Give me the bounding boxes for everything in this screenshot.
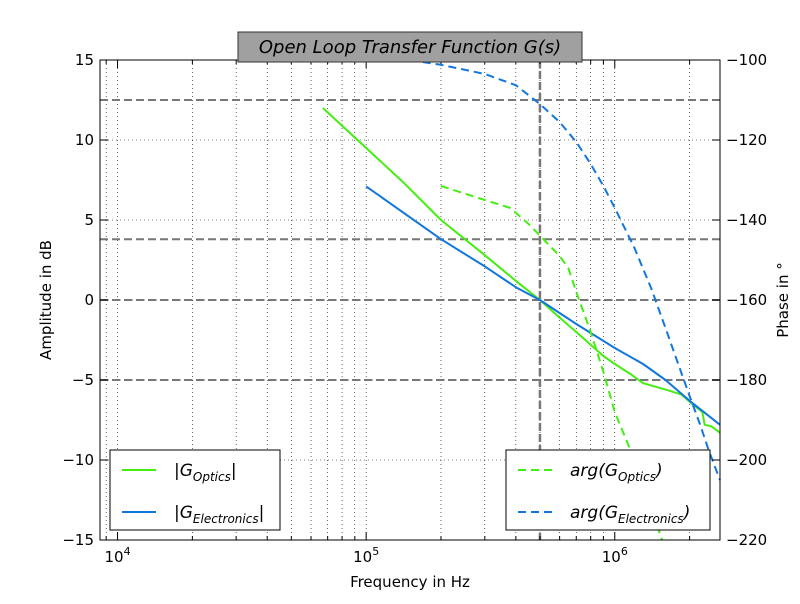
legend-phase: arg(GOptics) arg(GElectronics)	[505, 449, 711, 531]
title-box	[237, 31, 583, 63]
y-tick-label-right: −100	[726, 51, 767, 69]
y-tick-label-left: 0	[84, 291, 94, 309]
y-tick-label-left: −15	[62, 531, 94, 549]
y-tick-label-left: −5	[72, 371, 94, 389]
y-tick-label-right: −160	[726, 291, 767, 309]
y-axis-label-right: Phase in °	[774, 262, 792, 338]
x-tick-label: 105	[353, 545, 379, 566]
legend-label: |GElectronics|	[174, 503, 264, 526]
legend-label: arg(GOptics)	[570, 461, 663, 484]
y-tick-label-left: 5	[84, 211, 94, 229]
legend-amplitude: |GOptics| |GElectronics|	[109, 449, 281, 531]
y-tick-label-right: −200	[726, 451, 767, 469]
chart-title: Open Loop Transfer Function G(s)	[259, 37, 561, 58]
x-tick-label: 106	[602, 545, 628, 566]
series-line-1	[365, 185, 721, 426]
y-tick-label-right: −220	[726, 531, 767, 549]
legend-label: |GOptics|	[174, 461, 237, 484]
legend-box	[505, 449, 711, 531]
legend-box	[109, 449, 281, 531]
y-tick-label-right: −120	[726, 131, 767, 149]
y-tick-label-left: 15	[75, 51, 94, 69]
legend-label: arg(GElectronics)	[570, 503, 690, 526]
x-axis-label: Frequency in Hz	[350, 573, 470, 591]
ticks: 151050−5−10−15−100−120−140−160−180−200−2…	[62, 51, 767, 566]
x-tick-label: 104	[105, 545, 131, 566]
y-axis-label-left: Amplitude in dB	[37, 240, 55, 360]
y-tick-label-right: −140	[726, 211, 767, 229]
y-tick-label-left: 10	[75, 131, 94, 149]
y-tick-label-left: −10	[62, 451, 94, 469]
y-tick-label-right: −180	[726, 371, 767, 389]
